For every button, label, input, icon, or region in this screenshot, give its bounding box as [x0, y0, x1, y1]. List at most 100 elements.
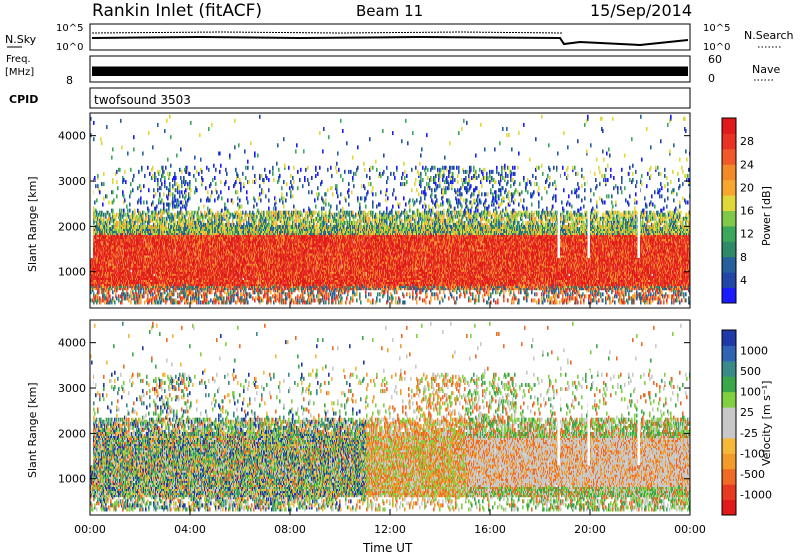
power-cell: [133, 265, 135, 270]
power-cell: [210, 273, 212, 278]
power-cell: [205, 245, 207, 250]
power-cell: [203, 218, 205, 223]
power-cell: [170, 214, 172, 219]
power-cell: [103, 269, 105, 274]
power-cell: [177, 269, 179, 274]
power-cell: [219, 257, 221, 262]
power-cell: [181, 253, 183, 258]
power-cell: [165, 241, 167, 246]
power-cell: [181, 286, 183, 291]
power-cell: [97, 224, 99, 229]
power-cell: [216, 231, 218, 236]
power-cell: [106, 280, 108, 285]
power-cell: [90, 290, 92, 295]
power-cell: [195, 249, 197, 254]
power-cell: [119, 220, 121, 225]
power-cell: [99, 224, 101, 229]
power-cell: [108, 200, 110, 205]
power-cell: [183, 257, 185, 262]
power-cell: [203, 292, 205, 297]
power-cell: [196, 271, 198, 276]
power-cell: [116, 231, 118, 236]
power-cell: [208, 227, 210, 231]
power-cell: [202, 261, 204, 266]
power-cell: [108, 267, 110, 272]
power-cell: [194, 280, 196, 285]
power-cell: [162, 208, 164, 213]
power-cell: [149, 237, 151, 242]
power-cell: [172, 200, 174, 205]
power-cell: [116, 233, 118, 238]
power-cell: [127, 151, 129, 156]
power-cell: [178, 271, 180, 276]
power-cell: [108, 290, 110, 295]
power-cell: [141, 251, 143, 256]
power-cell: [183, 235, 185, 240]
power-cell: [103, 231, 105, 236]
power-cell: [113, 267, 115, 272]
power-cell: [181, 296, 183, 301]
power-cell: [201, 231, 203, 236]
power-cell: [154, 253, 156, 258]
power-cell: [124, 292, 126, 297]
power-cell: [153, 227, 155, 231]
power-cell: [200, 157, 202, 162]
power-cell: [205, 259, 207, 264]
power-cell: [162, 237, 164, 242]
power-cell: [155, 243, 157, 248]
power-cell: [124, 241, 126, 246]
power-cell: [169, 284, 171, 289]
power-cell: [192, 216, 194, 221]
power-cell: [149, 261, 151, 266]
power-cell: [188, 275, 190, 280]
power-cell: [91, 265, 93, 270]
power-cell: [185, 275, 187, 280]
power-cell: [160, 214, 162, 219]
power-cell: [132, 243, 134, 248]
power-cell: [196, 227, 198, 231]
power-cell: [113, 239, 115, 244]
power-cell: [196, 239, 198, 244]
power-cell: [190, 259, 192, 264]
power-cell: [185, 218, 187, 223]
power-cell: [223, 261, 225, 266]
power-cell: [184, 227, 186, 231]
power-cell: [161, 220, 163, 225]
power-cell: [137, 267, 139, 272]
power-cell: [94, 243, 96, 248]
power-cell: [119, 167, 121, 172]
power-cell: [121, 261, 123, 266]
power-cell: [129, 229, 131, 234]
power-cell: [120, 227, 122, 231]
power-cell: [155, 269, 157, 274]
power-cell: [121, 233, 123, 238]
power-cell: [106, 275, 108, 280]
power-cell: [180, 259, 182, 264]
power-cell: [202, 259, 204, 264]
power-cell: [221, 269, 223, 274]
power-cell: [204, 222, 206, 227]
power-cell: [112, 200, 114, 205]
power-cell: [216, 214, 218, 219]
power-cell: [138, 294, 140, 299]
power-cell: [189, 253, 191, 258]
power-cell: [218, 216, 220, 221]
power-cell: [99, 280, 101, 285]
power-cell: [216, 298, 218, 303]
power-cell: [92, 263, 94, 268]
power-cell: [190, 216, 192, 221]
power-cell: [192, 278, 194, 283]
power-cell: [177, 243, 179, 248]
power-cell: [219, 151, 221, 156]
power-cell: [168, 222, 170, 227]
power-cell: [219, 275, 221, 280]
power-cell: [103, 288, 105, 293]
power-cell: [113, 245, 115, 250]
power-cell: [158, 224, 160, 229]
power-cell: [130, 231, 132, 236]
power-cell: [142, 212, 144, 217]
power-cell: [157, 184, 159, 189]
power-cell: [164, 241, 166, 246]
power-cell: [139, 247, 141, 252]
power-cell: [148, 300, 150, 305]
